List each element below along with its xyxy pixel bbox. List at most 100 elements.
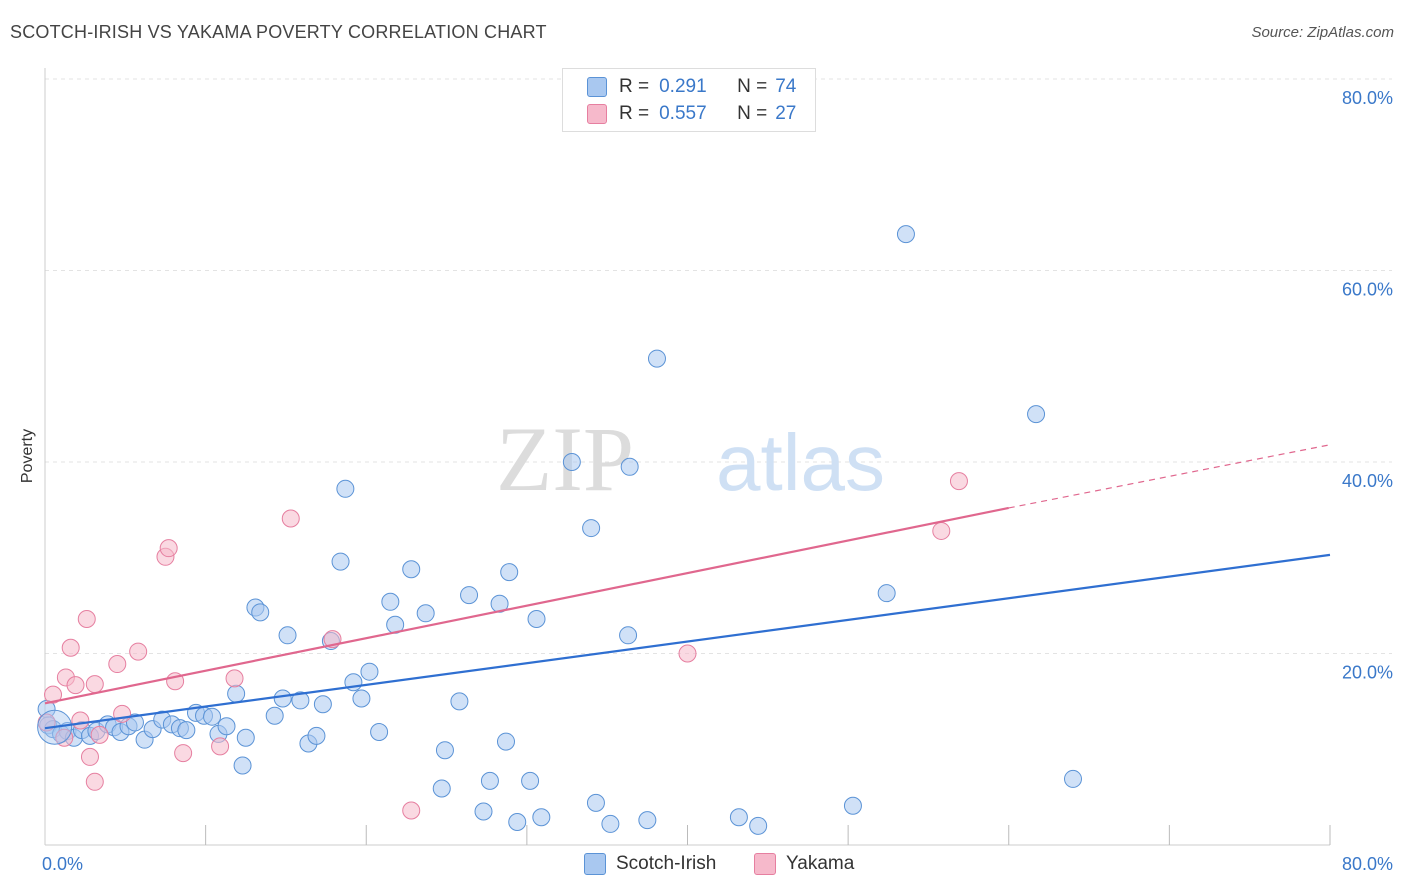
scotch-irish-point xyxy=(749,816,768,835)
y-tick-label: 80.0% xyxy=(1342,88,1393,108)
scotch-irish-point xyxy=(620,457,639,476)
yakama-point xyxy=(90,725,109,744)
scotch-irish-point xyxy=(370,723,389,742)
y-tick-label: 40.0% xyxy=(1342,471,1393,491)
scotch-irish-point xyxy=(480,771,499,790)
yakama-point xyxy=(77,610,96,629)
scotch-irish-trend-line xyxy=(44,553,1331,730)
scotch-irish-point xyxy=(307,726,326,745)
scotch-irish-point xyxy=(435,741,454,760)
scotch-irish-point xyxy=(619,626,638,645)
scotch-irish-point xyxy=(416,604,435,623)
yakama-trend-line xyxy=(44,506,1009,705)
scotch-irish-point xyxy=(601,814,620,833)
yakama-point xyxy=(85,772,104,791)
legend: R = 0.291 N = 74 R = 0.557 N = 27 xyxy=(562,68,816,132)
yakama-point xyxy=(225,669,244,688)
bottom-legend-scotch-irish: Scotch-Irish xyxy=(584,852,716,876)
scotch-irish-point xyxy=(236,728,255,747)
yakama-point xyxy=(80,747,99,766)
scotch-irish-point xyxy=(217,717,236,736)
legend-n-value: 27 xyxy=(775,103,797,124)
legend-swatch-yakama xyxy=(587,104,607,124)
x-tick-label-left: 0.0% xyxy=(42,854,83,874)
scotch-irish-point xyxy=(273,689,292,708)
legend-row-scotch-irish: R = 0.291 N = 74 xyxy=(587,75,796,99)
scotch-irish-point xyxy=(432,779,451,798)
chart-title: SCOTCH-IRISH VS YAKAMA POVERTY CORRELATI… xyxy=(10,22,547,42)
scotch-irish-point xyxy=(233,756,252,775)
scotch-irish-point xyxy=(508,813,527,832)
grid-lines xyxy=(45,78,1392,654)
legend-r-value: 0.557 xyxy=(659,103,707,124)
legend-swatch-scotch-irish xyxy=(587,77,607,97)
trend-lines xyxy=(44,444,1331,730)
yakama-point xyxy=(174,744,193,763)
scotch-irish-point xyxy=(203,707,222,726)
scotch-irish-point xyxy=(278,626,297,645)
scotch-irish-point xyxy=(521,771,540,790)
scotch-irish-point xyxy=(877,584,896,603)
scotch-irish-point xyxy=(527,610,546,629)
scotch-irish-point xyxy=(402,560,421,579)
bottom-legend-swatch xyxy=(754,853,776,875)
axes xyxy=(44,68,1331,846)
legend-row-yakama: R = 0.557 N = 27 xyxy=(587,102,796,126)
legend-n-value: 74 xyxy=(775,76,797,97)
yakama-point xyxy=(932,521,951,540)
yakama-point xyxy=(678,644,697,663)
scotch-irish-point xyxy=(500,563,519,582)
scotch-irish-point xyxy=(638,811,657,830)
bottom-legend-label: Yakama xyxy=(786,853,855,874)
bottom-legend-yakama: Yakama xyxy=(754,852,854,876)
legend-r-value: 0.291 xyxy=(659,76,707,97)
data-points xyxy=(37,225,1082,835)
scotch-irish-point xyxy=(251,603,270,622)
yakama-point xyxy=(402,801,421,820)
tick-labels: 20.0% 40.0% 60.0% 80.0% 0.0% 80.0% xyxy=(42,88,1393,874)
scotch-irish-point xyxy=(227,684,246,703)
scotch-irish-point xyxy=(291,691,310,710)
legend-n-label: N = xyxy=(737,76,768,97)
scotch-irish-point xyxy=(582,519,601,538)
scotch-irish-point xyxy=(265,706,284,725)
scotch-irish-point xyxy=(496,732,515,751)
yakama-point xyxy=(949,472,968,491)
watermark-atlas: atlas xyxy=(716,418,885,507)
x-tick-label-right: 80.0% xyxy=(1342,854,1393,874)
yakama-point xyxy=(129,642,148,661)
yakama-point xyxy=(108,655,127,674)
yakama-point xyxy=(44,685,63,704)
bottom-legend-swatch xyxy=(584,853,606,875)
watermark: ZIP atlas xyxy=(496,408,885,510)
y-tick-label: 60.0% xyxy=(1342,280,1393,300)
yakama-trend-extension xyxy=(1008,444,1331,509)
yakama-point xyxy=(113,704,132,723)
bottom-legend-label: Scotch-Irish xyxy=(616,853,717,874)
legend-r-label: R = xyxy=(619,76,650,97)
y-tick-label: 20.0% xyxy=(1342,663,1393,683)
scotch-irish-point xyxy=(313,695,332,714)
scotch-irish-point xyxy=(331,552,350,571)
yakama-point xyxy=(71,711,90,730)
scotch-irish-point xyxy=(843,796,862,815)
scotch-irish-point xyxy=(532,808,551,827)
legend-n-label: N = xyxy=(737,103,768,124)
scotch-irish-point xyxy=(125,713,144,732)
scotch-irish-point xyxy=(474,802,493,821)
yakama-point xyxy=(61,638,80,657)
yakama-point xyxy=(159,539,178,558)
scotch-irish-point xyxy=(562,453,581,471)
scotch-irish-point xyxy=(896,225,915,244)
legend-r-label: R = xyxy=(619,103,650,124)
scotch-irish-point xyxy=(352,689,371,708)
scotch-irish-point xyxy=(381,592,400,611)
scotch-irish-point xyxy=(336,479,355,498)
yakama-point xyxy=(55,728,74,747)
yakama-point xyxy=(66,676,85,695)
scotch-irish-point xyxy=(1064,769,1082,788)
scotch-irish-point xyxy=(647,349,666,368)
scotch-irish-point xyxy=(360,662,379,681)
scotch-irish-point xyxy=(460,586,479,605)
